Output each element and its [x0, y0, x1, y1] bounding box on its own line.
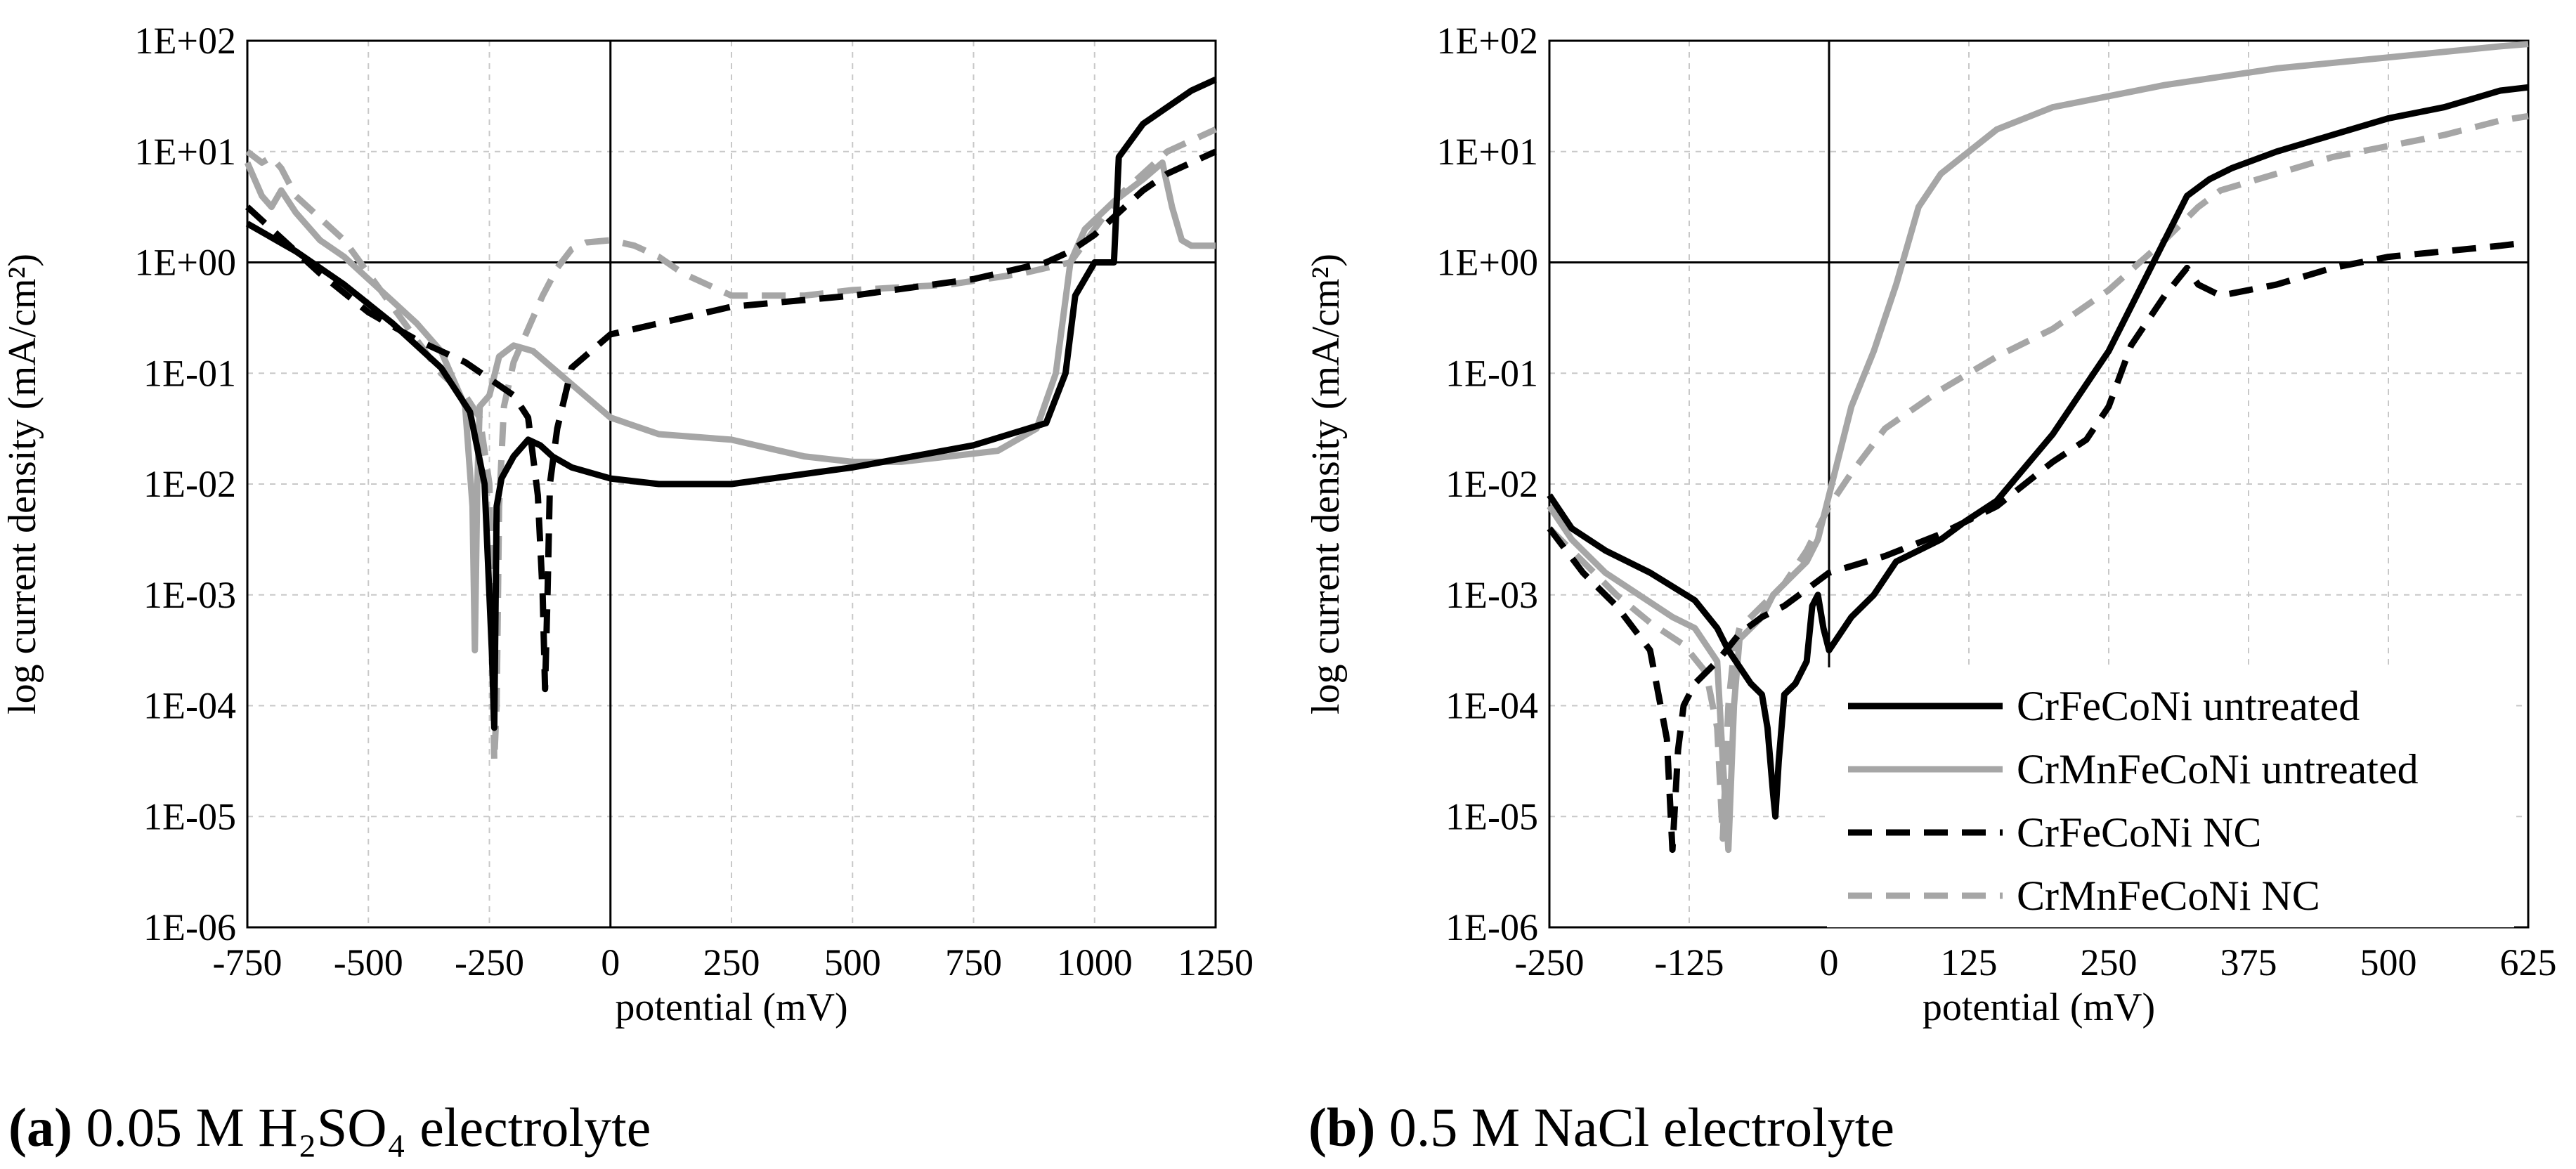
a-series-crfeconi-nc — [245, 148, 1217, 693]
b-y-tick-label: 1E-05 — [1445, 795, 1538, 837]
a-series-crmnfeconi-untreated — [244, 159, 1216, 654]
a-x-tick-label: -500 — [334, 941, 403, 984]
a-x-tick-label: 250 — [703, 941, 760, 984]
b-x-axis-title: potential (mV) — [1923, 986, 2155, 1029]
caption-a: (a) 0.05 M H₂SO₄ electrolyte — [8, 1096, 651, 1159]
a-y-tick-label: 1E-02 — [143, 463, 236, 505]
caption-a-label: (a) — [8, 1097, 72, 1158]
a-y-axis-title: log current density (mA/cm²) — [1, 254, 44, 714]
a-y-tick-label: 1E-01 — [143, 352, 236, 394]
b-y-tick-label: 1E-02 — [1445, 463, 1538, 505]
caption-a-text: 0.05 M H₂SO₄ electrolyte — [86, 1097, 651, 1158]
a-x-tick-label: -250 — [455, 941, 524, 984]
b-y-tick-label: 1E+01 — [1437, 131, 1538, 173]
a-series-crfeconi-untreated — [245, 77, 1217, 731]
caption-b-text: 0.5 M NaCl electrolyte — [1388, 1097, 1894, 1158]
caption-b-label: (b) — [1308, 1097, 1376, 1158]
a-x-tick-label: 0 — [601, 941, 620, 984]
b-x-tick-label: 250 — [2081, 941, 2138, 984]
b-series-crmnfeconi-untreated — [1547, 41, 2529, 854]
b-y-tick-label: 1E-04 — [1445, 685, 1538, 727]
a-y-tick-label: 1E-06 — [143, 906, 236, 948]
a-x-tick-label: 1000 — [1057, 941, 1133, 984]
a-y-tick-label: 1E-05 — [143, 795, 236, 837]
a-y-tick-label: 1E+00 — [135, 242, 236, 284]
b-legend-background — [1827, 667, 2514, 927]
b-legend: CrFeCoNi untreated CrMnFeCoNi untreated Cr… — [1827, 667, 2514, 927]
a-y-tick-label: 1E+02 — [135, 20, 236, 62]
b-grid — [1549, 41, 2528, 927]
b-series-crfeconi-untreated — [1547, 84, 2529, 820]
b-y-tick-label: 1E-03 — [1445, 574, 1538, 616]
a-x-tick-label: -750 — [213, 941, 282, 984]
b-series-crmnfeconi-nc — [1547, 112, 2529, 842]
b-y-tick-label: 1E-06 — [1445, 906, 1538, 948]
a-x-axis-title: potential (mV) — [615, 986, 847, 1029]
a-x-tick-label: 500 — [824, 941, 881, 984]
b-y-axis-title: log current density (mA/cm²) — [1304, 254, 1348, 714]
b-x-tick-label: 625 — [2500, 941, 2557, 984]
b-x-tick-label: 375 — [2220, 941, 2277, 984]
b-legend-label: CrFeCoNi untreated — [2017, 683, 2360, 729]
b-legend-label: CrMnFeCoNi NC — [2017, 873, 2320, 919]
b-legend-label: CrMnFeCoNi untreated — [2017, 746, 2419, 792]
b-x-tick-label: -125 — [1655, 941, 1724, 984]
b-y-tick-label: 1E-01 — [1445, 352, 1538, 394]
a-y-tick-label: 1E-03 — [143, 574, 236, 616]
a-plot-frame — [246, 39, 1217, 929]
caption-b: (b) 0.5 M NaCl electrolyte — [1308, 1096, 1894, 1159]
b-x-tick-label: -250 — [1515, 941, 1585, 984]
a-y-tick-label: 1E+01 — [135, 131, 236, 173]
b-x-tick-label: 500 — [2360, 941, 2417, 984]
b-x-tick-label: 125 — [1941, 941, 1998, 984]
b-x-tick-label: 0 — [1820, 941, 1839, 984]
a-series-crmnfeconi-nc — [245, 126, 1217, 764]
a-x-tick-label: 750 — [945, 941, 1002, 984]
b-y-tick-label: 1E+02 — [1437, 20, 1538, 62]
b-y-tick-label: 1E+00 — [1437, 242, 1538, 284]
b-legend-label: CrFeCoNi NC — [2017, 809, 2261, 856]
b-series-crfeconi-nc — [1547, 239, 2529, 854]
panel-a-chart: -750 -500 -250 0 250 500 750 1000 1250 1E+02 1E+01… — [1, 20, 1254, 1029]
panel-b-chart: -250 -125 0 125 250 375 500 625 1E+02 1E+01 1E+00 1… — [1304, 20, 2557, 1029]
a-y-tick-label: 1E-04 — [143, 685, 236, 727]
a-x-tick-label: 1250 — [1178, 941, 1254, 984]
